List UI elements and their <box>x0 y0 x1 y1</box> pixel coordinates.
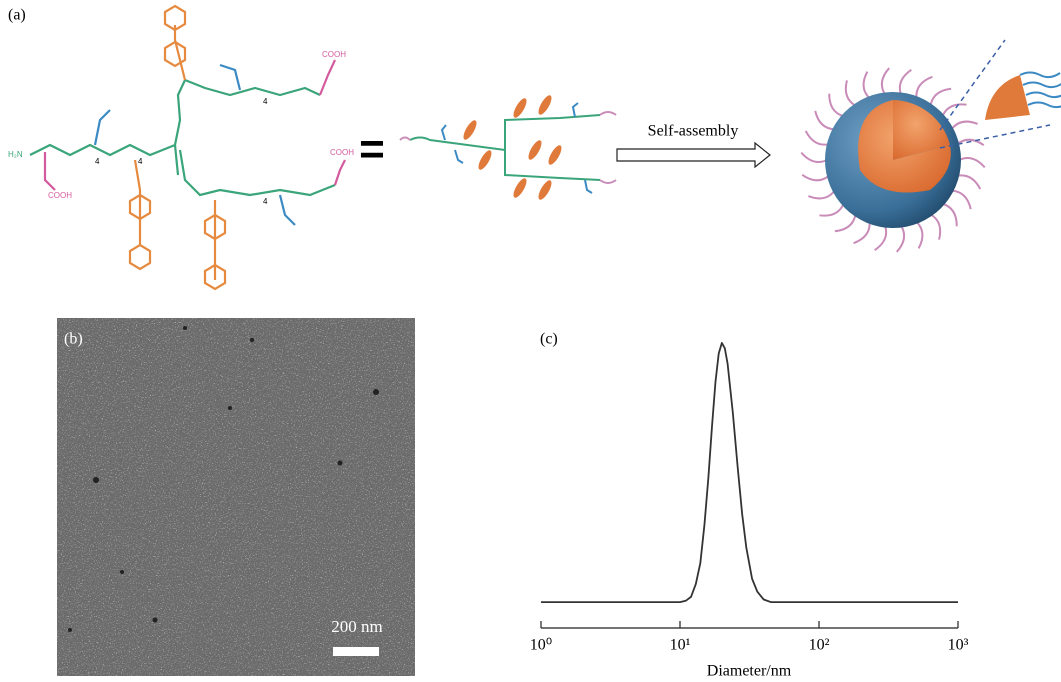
x-tick-label: 10³ <box>948 637 969 654</box>
chart: (c) Diameter/nm 10⁰ 10¹ 10² 10³ <box>530 331 969 680</box>
corona-chain <box>882 68 889 94</box>
x-tick-label: 10¹ <box>670 637 691 654</box>
corona-chain <box>897 226 904 252</box>
structure-label: COOH <box>48 191 72 200</box>
panel-label: (c) <box>540 331 558 348</box>
arrow-label: Self-assembly <box>648 123 739 140</box>
corona-chain <box>829 94 843 117</box>
arrow <box>617 143 770 167</box>
corona-chain <box>900 70 912 95</box>
equals-sign: = <box>359 125 385 174</box>
panel-label: (b) <box>64 331 83 348</box>
corona-chain <box>959 158 985 167</box>
structure-label: COOH <box>322 50 346 59</box>
corona-chain <box>957 175 980 189</box>
molecule <box>30 6 345 289</box>
corona-chain <box>854 222 870 243</box>
corona-chain <box>864 72 870 99</box>
corona-chain <box>951 122 977 130</box>
corona-chain <box>802 175 829 181</box>
structure-label: 4 <box>263 97 268 106</box>
polymer-cartoon <box>400 93 616 201</box>
corona-chain <box>875 226 887 251</box>
line-series <box>541 343 958 602</box>
corona-chain <box>819 204 843 216</box>
corona-chain <box>957 140 984 146</box>
corona-chain <box>808 191 834 199</box>
page: {"panel_a": {"label": "(a)", "equals": "… <box>0 0 1061 682</box>
corona-chain <box>930 214 940 239</box>
micelle <box>801 40 1061 252</box>
corona-chain <box>835 214 856 231</box>
structure-label: H₂N <box>8 150 23 159</box>
scale-bar-label: 200 nm <box>331 617 382 636</box>
corona-chain <box>916 77 932 98</box>
structure-labels: H₂N COOH COOH COOH 4 4 4 4 <box>8 50 354 206</box>
corona-chain <box>815 111 834 129</box>
corona-chain <box>916 222 922 249</box>
structure-label: 4 <box>95 157 100 166</box>
x-tick-label: 10⁰ <box>530 637 552 654</box>
structure-label: 4 <box>263 197 268 206</box>
panel-label: (a) <box>8 7 26 24</box>
x-axis-title: Diameter/nm <box>707 663 792 680</box>
corona-chain <box>806 131 829 145</box>
corona-chain <box>930 89 951 106</box>
corona-chain <box>801 153 827 162</box>
figure: (a) H₂N COOH COOH COOH 4 4 4 4 = <box>0 0 1061 682</box>
corona-chain <box>951 191 970 209</box>
x-tick-label: 10² <box>809 637 830 654</box>
structure-label: COOH <box>330 148 354 157</box>
corona-chain <box>942 204 956 227</box>
corona-chain <box>846 80 856 105</box>
corona-chain <box>942 104 966 116</box>
structure-label: 4 <box>138 157 143 166</box>
scale-bar <box>333 647 379 656</box>
